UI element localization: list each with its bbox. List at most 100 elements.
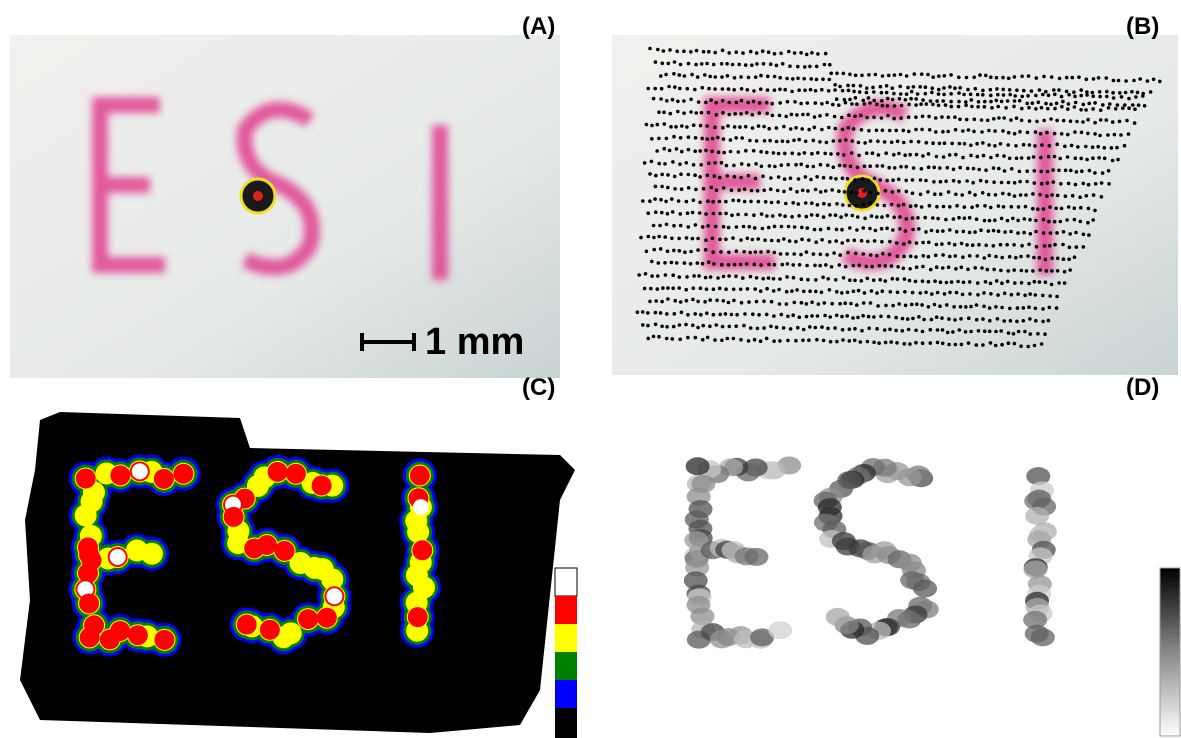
scan-dot <box>656 274 660 278</box>
scan-dot <box>821 276 825 280</box>
scan-dot <box>1023 330 1027 334</box>
scan-dot <box>995 279 999 283</box>
scan-dot <box>718 313 722 317</box>
scan-dot <box>1033 169 1037 173</box>
scan-dot <box>747 339 751 343</box>
scan-dot <box>824 263 828 267</box>
scan-dot <box>656 123 660 127</box>
scan-dot <box>704 212 708 216</box>
scan-dot <box>908 153 912 157</box>
scan-dot <box>693 312 697 316</box>
scan-dot <box>654 210 658 214</box>
scan-dot <box>789 187 793 191</box>
scan-dot <box>765 112 769 116</box>
scan-dot <box>744 63 748 67</box>
scan-dot <box>1024 205 1028 209</box>
scan-dot <box>948 85 952 89</box>
scan-dot <box>943 292 947 296</box>
scan-dot <box>854 204 858 208</box>
scan-dot <box>671 286 675 290</box>
scan-dot <box>1010 205 1014 209</box>
scan-dot <box>927 152 931 156</box>
scan-dot <box>944 180 948 184</box>
scan-dot <box>689 110 693 114</box>
scan-dot <box>654 60 658 64</box>
scan-dot <box>767 276 771 280</box>
scan-dot <box>969 93 973 97</box>
scan-dot <box>865 151 869 155</box>
scan-dot <box>659 198 663 202</box>
scan-dot <box>734 50 738 54</box>
scan-dot <box>1008 307 1012 311</box>
scan-dot <box>680 311 684 315</box>
scan-dot <box>766 75 770 79</box>
scan-dot <box>656 287 660 291</box>
scan-dot <box>919 178 923 182</box>
scan-dot <box>729 138 733 142</box>
scan-dot <box>989 282 993 286</box>
scan-dot <box>862 301 866 305</box>
scan-dot <box>999 243 1003 247</box>
heat-spot <box>80 627 100 647</box>
scan-dot <box>796 77 800 81</box>
scan-dot <box>684 288 688 292</box>
scan-dot <box>730 214 734 218</box>
scan-dot <box>666 249 670 253</box>
scan-dot <box>639 236 643 240</box>
scan-dot <box>853 239 857 243</box>
scan-dot <box>1123 103 1127 107</box>
scan-dot <box>1016 219 1020 223</box>
scan-dot <box>817 302 821 306</box>
scan-dot <box>778 88 782 92</box>
scan-dot <box>919 102 923 106</box>
scan-dot <box>1000 217 1004 221</box>
scan-dot <box>785 77 789 81</box>
scan-dot <box>1105 76 1109 80</box>
scan-dot <box>1002 93 1006 97</box>
scan-dot <box>803 65 807 69</box>
scan-dot <box>977 329 981 333</box>
scan-dot <box>709 98 713 102</box>
scan-dot <box>1038 193 1042 197</box>
scan-dot <box>865 265 869 269</box>
scan-dot <box>977 168 981 172</box>
scan-dot <box>786 339 790 343</box>
colorbar-c <box>555 568 577 738</box>
scan-dot <box>1001 76 1005 80</box>
scan-dot <box>878 264 882 268</box>
scan-dot <box>885 84 889 88</box>
scan-dot <box>1013 75 1017 79</box>
scan-dot <box>1035 120 1039 124</box>
scan-dot <box>1016 306 1020 310</box>
scan-dot <box>995 99 999 103</box>
scan-dot <box>729 150 733 154</box>
scan-dot <box>754 177 758 181</box>
scan-dot <box>891 98 895 102</box>
scan-dot <box>872 278 876 282</box>
scan-dot <box>696 326 700 330</box>
scan-dot <box>995 154 999 158</box>
scan-dot <box>835 290 839 294</box>
scan-dot <box>860 329 864 333</box>
scan-dot <box>947 242 951 246</box>
scan-dot <box>820 291 824 295</box>
scan-dot <box>948 291 952 295</box>
scan-dot <box>848 204 852 208</box>
scan-dot <box>1031 269 1035 273</box>
scan-dot <box>888 253 892 257</box>
scan-dot <box>989 75 993 79</box>
scan-dot <box>759 87 763 91</box>
scan-dot <box>730 313 734 317</box>
scan-dot <box>739 338 743 342</box>
scan-dot <box>759 150 763 154</box>
scan-dot <box>1138 77 1142 81</box>
scan-dot <box>862 252 866 256</box>
scan-dot <box>1055 231 1059 235</box>
scan-dot <box>662 49 666 53</box>
scan-dot <box>883 204 887 208</box>
scan-dot <box>842 153 846 157</box>
scan-dot <box>974 87 978 91</box>
scan-dot <box>1097 156 1101 160</box>
scan-dot <box>1060 95 1064 99</box>
scan-dot <box>926 73 930 77</box>
